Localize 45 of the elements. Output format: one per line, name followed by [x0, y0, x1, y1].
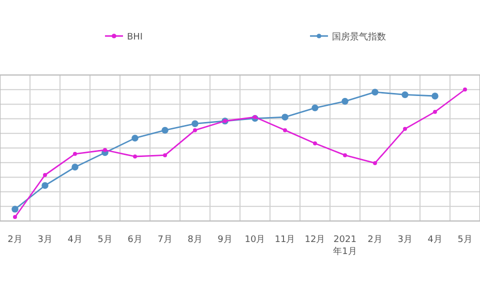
- point: [432, 92, 438, 100]
- xtick: 5月: [458, 235, 472, 245]
- point: [463, 87, 467, 92]
- point: [193, 128, 197, 132]
- point: [162, 126, 168, 134]
- xtick: 6月: [128, 235, 142, 245]
- point: [43, 172, 47, 177]
- xtick: 7月: [158, 235, 172, 245]
- point: [133, 154, 137, 159]
- xtick: 8月: [188, 235, 202, 245]
- xtick: 4月: [68, 235, 82, 245]
- xtick: 12月: [304, 235, 326, 245]
- xtick: 2021年1月: [333, 235, 357, 257]
- point: [372, 88, 378, 96]
- xtick: 2月: [368, 235, 382, 245]
- point: [342, 98, 348, 105]
- point: [13, 215, 17, 220]
- xtick: 5月: [98, 235, 112, 245]
- point: [163, 153, 167, 158]
- point: [192, 120, 198, 128]
- point: [73, 152, 77, 156]
- point: [373, 161, 377, 166]
- xtick: 2月: [8, 235, 22, 245]
- point: [402, 91, 408, 98]
- point: [72, 164, 78, 170]
- point: [403, 126, 407, 131]
- legend-label: BHI: [127, 32, 143, 42]
- xtick: 11月: [274, 235, 296, 245]
- point: [343, 153, 347, 158]
- point: [132, 134, 138, 142]
- point: [312, 104, 318, 112]
- point: [12, 206, 18, 213]
- xtick: 4月: [428, 235, 442, 245]
- legend-label: 国房景气指数: [332, 32, 386, 42]
- xtick: 3月: [398, 235, 412, 245]
- point: [283, 128, 287, 132]
- xtick: 10月: [244, 235, 266, 245]
- xtick: 9月: [218, 235, 232, 245]
- xtick: 3月: [38, 235, 52, 245]
- point: [282, 114, 288, 120]
- point: [313, 141, 317, 146]
- point: [433, 110, 437, 114]
- point: [42, 182, 48, 189]
- point: [103, 148, 107, 152]
- point: [253, 115, 257, 120]
